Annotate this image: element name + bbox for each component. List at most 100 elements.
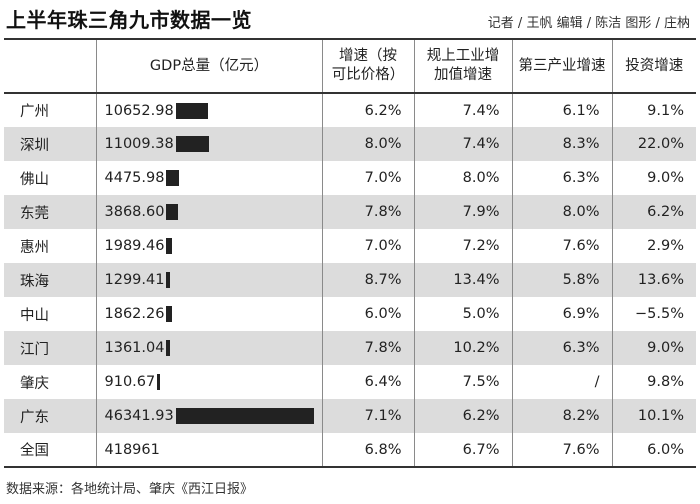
cell-industry: 6.7% — [414, 433, 513, 467]
cell-tertiary: / — [512, 365, 613, 399]
cell-city: 惠州 — [4, 229, 97, 263]
cell-investment: 10.1% — [637, 408, 684, 424]
cell-city: 东莞 — [4, 195, 97, 229]
cell-growth: 6.2% — [322, 93, 415, 127]
cell-city: 深圳 — [4, 127, 97, 161]
gdp-bar — [166, 340, 171, 356]
credits: 记者 / 王帆 编辑 / 陈洁 图形 / 庄枘 — [487, 16, 690, 31]
cell-gdp: 910.67 — [96, 365, 323, 399]
cell-gdp: 1361.04 — [96, 331, 323, 365]
gdp-value: 46341.93 — [104, 408, 174, 424]
gdp-value: 3868.60 — [104, 204, 165, 220]
cell-industry: 8.0% — [414, 161, 513, 195]
gdp-bar — [166, 204, 179, 220]
cell-gdp: 4475.98 — [96, 161, 323, 195]
cell-investment: 13.6% — [637, 272, 684, 288]
cell-tertiary: 7.6% — [512, 229, 613, 263]
header-label: GDP总量（亿元） — [149, 57, 269, 74]
gdp-value: 418961 — [104, 441, 160, 458]
gdp-value: 1299.41 — [104, 272, 165, 288]
header-industry: 规上工业增 加值增速 — [414, 39, 513, 93]
header-label: 规上工业增 — [426, 48, 500, 64]
cell-growth: 6.4% — [322, 365, 415, 399]
cell-growth: 7.1% — [322, 399, 415, 433]
header-label: 第三产业增速 — [518, 57, 606, 74]
cell-growth: 8.7% — [322, 263, 415, 297]
cell-gdp: 46341.93 — [96, 399, 323, 433]
gdp-bar — [175, 102, 208, 119]
cell-tertiary: 8.2% — [512, 399, 613, 433]
table-row: 全国 418961 6.8% 6.7% 7.6% 6.0% — [4, 433, 696, 467]
gdp-bar — [166, 306, 173, 322]
cell-tertiary: 6.9% — [512, 297, 613, 331]
cell-industry: 7.5% — [414, 365, 513, 399]
table-row: 肇庆 910.67 6.4% 7.5%/ 9.8% — [4, 365, 696, 399]
table-row: 江门 1361.04 7.8% 10.2% 6.3% 9.0% — [4, 331, 696, 365]
cell-gdp: 1299.41 — [96, 263, 323, 297]
table-header-row: GDP总量（亿元） 增速（按可比价格） 规上工业增加值增速 第三产业增速 投资增… — [4, 39, 696, 93]
data-table: GDP总量（亿元） 增速（按可比价格） 规上工业增加值增速 第三产业增速 投资增… — [4, 38, 696, 468]
data-source: 数据来源：各地统计局、肇庆《西江日报》 — [6, 482, 254, 497]
header-investment: 投资增速 — [612, 39, 696, 93]
gdp-value: 11009.38 — [104, 136, 174, 152]
cell-growth: 7.8% — [322, 195, 415, 229]
cell-industry: 7.4% — [414, 127, 513, 161]
header-label: 增速（按 — [339, 48, 397, 64]
cell-tertiary: 7.6% — [512, 433, 613, 467]
cell-city: 中山 — [4, 297, 97, 331]
page-title: 上半年珠三角九市数据一览 — [6, 8, 252, 32]
table-row: 珠海 1299.41 8.7% 13.4% 5.8% 13.6% — [4, 263, 696, 297]
header-growth: 增速（按可比价格） — [322, 39, 415, 93]
gdp-value: 10652.98 — [104, 102, 174, 119]
cell-industry: 13.4% — [414, 263, 513, 297]
cell-industry: 7.2% — [414, 229, 513, 263]
table-row: 广东 46341.93 7.1% 6.2% 8.2% 10.1% — [4, 399, 696, 433]
table-row: 佛山 4475.98 7.0% 8.0% 6.3% 9.0% — [4, 161, 696, 195]
gdp-bar — [166, 238, 173, 254]
cell-tertiary: 8.0% — [512, 195, 613, 229]
cell-investment: 9.0% — [647, 340, 684, 356]
cell-investment: 9.1% — [647, 102, 684, 119]
gdp-bar — [166, 272, 171, 288]
header-label: 投资增速 — [625, 57, 684, 74]
cell-investment: 6.2% — [647, 204, 684, 220]
cell-investment: 6.0% — [647, 441, 684, 458]
header-city — [4, 39, 97, 93]
cell-growth: 7.0% — [322, 229, 415, 263]
table-row: 广州 10652.98 6.2% 7.4% 6.1% 9.1% — [4, 93, 696, 127]
cell-tertiary: 6.3% — [512, 331, 613, 365]
cell-gdp: 1862.26 — [96, 297, 323, 331]
cell-growth: 6.8% — [322, 433, 415, 467]
cell-industry: 10.2% — [414, 331, 513, 365]
cell-investment: 22.0% — [637, 136, 684, 152]
cell-investment: −5.5% — [635, 306, 684, 322]
cell-growth: 7.8% — [322, 331, 415, 365]
gdp-value: 1989.46 — [104, 238, 165, 254]
gdp-value: 910.67 — [104, 374, 156, 390]
table-row: 中山 1862.26 6.0% 5.0% 6.9% −5.5% — [4, 297, 696, 331]
cell-industry: 6.2% — [414, 399, 513, 433]
gdp-value: 4475.98 — [104, 170, 165, 186]
cell-gdp: 11009.38 — [96, 127, 323, 161]
gdp-bar — [166, 170, 180, 186]
cell-industry: 7.9% — [414, 195, 513, 229]
cell-city: 佛山 — [4, 161, 97, 195]
header-label: 加值增速 — [434, 67, 492, 83]
cell-tertiary: 5.8% — [512, 263, 613, 297]
cell-city: 江门 — [4, 331, 97, 365]
gdp-bar — [175, 408, 314, 424]
cell-gdp: 3868.60 — [96, 195, 323, 229]
header-gdp: GDP总量（亿元） — [96, 39, 323, 93]
cell-growth: 6.0% — [322, 297, 415, 331]
gdp-value: 1862.26 — [104, 306, 165, 322]
cell-growth: 7.0% — [322, 161, 415, 195]
cell-growth: 8.0% — [322, 127, 415, 161]
cell-city: 广州 — [4, 93, 97, 127]
cell-city: 肇庆 — [4, 365, 97, 399]
header-label: 可比价格） — [331, 67, 405, 83]
cell-investment: 9.0% — [647, 170, 684, 186]
cell-industry: 5.0% — [414, 297, 513, 331]
cell-city: 广东 — [4, 399, 97, 433]
table-body: 广州 10652.98 6.2% 7.4% 6.1% 9.1% 深圳 11009.38 8.0%… — [4, 93, 696, 467]
cell-tertiary: 6.3% — [512, 161, 613, 195]
